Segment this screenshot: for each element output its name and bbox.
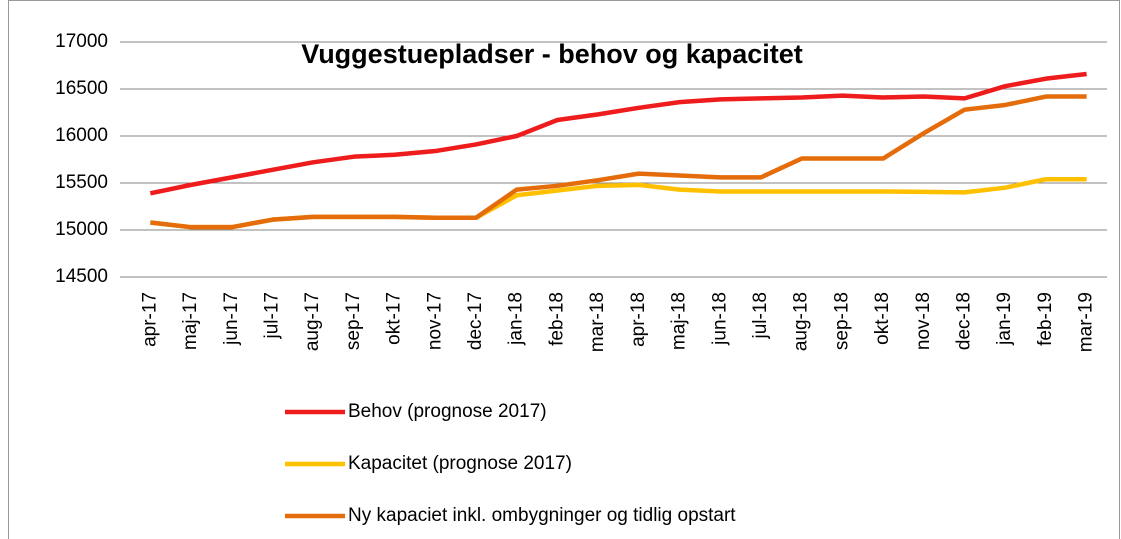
x-tick-label: nov-18 [913, 292, 934, 350]
x-tick-label: jul-18 [750, 292, 771, 339]
y-tick-label: 17000 [55, 31, 108, 52]
y-tick-label: 14500 [55, 266, 108, 287]
chart-border [8, 0, 1120, 539]
x-tick-label: sep-17 [343, 292, 364, 350]
x-tick-label: apr-18 [628, 292, 649, 347]
x-tick-label: mar-19 [1076, 292, 1097, 352]
x-tick-label: okt-18 [872, 292, 893, 345]
x-tick-label: maj-18 [669, 292, 690, 350]
x-tick-label: aug-18 [791, 292, 812, 351]
x-tick-label: dec-17 [465, 292, 486, 350]
x-tick-label: jan-18 [506, 292, 527, 346]
y-tick-label: 16500 [55, 78, 108, 99]
x-tick-label: feb-18 [546, 292, 567, 346]
x-tick-label: nov-17 [424, 292, 445, 350]
legend-label: Behov (prognose 2017) [348, 401, 547, 422]
x-tick-label: okt-17 [384, 292, 405, 345]
x-tick-label: jan-19 [994, 292, 1015, 346]
x-tick-label: apr-17 [139, 292, 160, 347]
x-tick-label: jul-17 [261, 292, 282, 339]
x-tick-label: mar-18 [587, 292, 608, 352]
y-tick-label: 15000 [55, 219, 108, 240]
series-line [150, 94, 1087, 230]
x-tick-label: jun-18 [709, 292, 730, 346]
y-tick-label: 15500 [55, 172, 108, 193]
chart-title: Vuggestuepladser - behov og kapacitet [301, 39, 803, 69]
legend-label: Ny kapaciet inkl. ombygninger og tidlig … [348, 505, 736, 526]
legend-label: Kapacitet (prognose 2017) [348, 453, 572, 474]
x-tick-label: sep-18 [831, 292, 852, 350]
x-tick-label: maj-17 [180, 292, 201, 350]
x-tick-label: jun-17 [221, 292, 242, 346]
x-tick-label: dec-18 [954, 292, 975, 350]
x-tick-label: aug-17 [302, 292, 323, 351]
y-tick-label: 16000 [55, 125, 108, 146]
series-line [149, 71, 1087, 196]
x-tick-label: feb-19 [1035, 292, 1056, 346]
